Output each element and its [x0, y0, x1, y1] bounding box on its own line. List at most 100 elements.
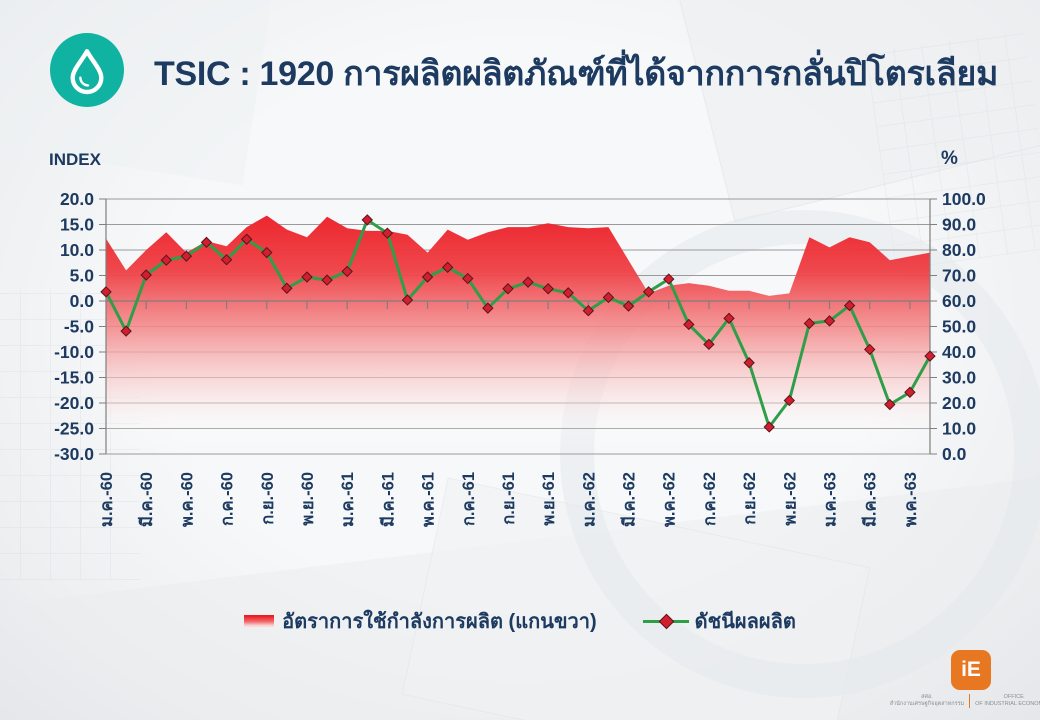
data-point-diamond [482, 302, 494, 314]
data-point-diamond [120, 325, 132, 337]
x-axis-tick-label: มี.ค.-62 [620, 472, 639, 527]
x-axis-tick-label: พ.ค.-62 [661, 472, 679, 527]
data-point-diamond [462, 272, 474, 285]
data-point-diamond [904, 386, 916, 398]
data-point-diamond [823, 315, 836, 327]
x-axis-tick-label: มี.ค.-60 [137, 472, 156, 527]
data-point-diamond [220, 253, 233, 266]
x-axis-tick-label: ม.ค.-60 [98, 472, 116, 527]
data-point-diamond [140, 269, 152, 281]
left-axis-tick-label: -5.0 [64, 317, 94, 337]
data-point-diamond [441, 261, 454, 274]
data-point-diamond [743, 357, 755, 369]
right-axis-tick-label: 0.0 [942, 444, 967, 464]
x-axis-tick-label: ก.ค.-62 [701, 472, 719, 526]
left-axis-tick-label: -10.0 [54, 342, 94, 362]
data-point-diamond [642, 286, 655, 298]
data-point-diamond [502, 283, 514, 295]
x-axis-tick-label: มี.ค.-61 [378, 472, 397, 527]
right-axis-tick-label: 90.0 [942, 215, 976, 235]
x-axis-tick-label: ก.ย.-62 [741, 472, 759, 525]
x-axis-tick-label: พ.ค.-60 [178, 472, 196, 527]
x-axis-tick-label: ม.ค.-62 [580, 472, 598, 527]
data-point-diamond [763, 421, 775, 433]
water-drop-logo [50, 33, 124, 107]
data-point-diamond [803, 317, 816, 330]
data-point-diamond [863, 343, 876, 356]
x-axis-tick-label: ก.ย.-60 [259, 472, 277, 525]
capacity-utilization-area [106, 215, 930, 454]
right-axis-tick-label: 70.0 [942, 266, 976, 286]
data-point-diamond [240, 233, 253, 245]
x-axis-tick-label: ก.ค.-60 [219, 472, 237, 526]
x-axis-tick-label: พ.ย.-62 [781, 472, 799, 526]
x-axis-tick-label: พ.ค.-61 [420, 472, 438, 527]
chart-legend: อัตราการใช้กำลังการผลิต (แกนขวา) ดัชนีผล… [0, 605, 1040, 637]
data-point-diamond [261, 246, 273, 259]
x-axis-tick-label: พ.ย.-60 [299, 472, 317, 526]
right-axis-title: % [941, 148, 958, 169]
right-axis-tick-label: 50.0 [942, 317, 976, 337]
x-axis-tick-label: พ.ย.-61 [540, 472, 558, 526]
x-axis-tick-label: ก.ย.-61 [500, 472, 518, 525]
oie-caption-english: OFFICE OF INDUSTRIAL ECONOMICS [975, 694, 1040, 707]
right-axis-tick-label: 10.0 [942, 419, 976, 439]
left-axis-tick-label: -25.0 [54, 419, 94, 439]
data-point-diamond [421, 271, 434, 283]
left-axis-tick-label: 0.0 [70, 291, 95, 311]
page-title: TSIC : 1920 การผลิตผลิตภัณฑ์ที่ได้จากการ… [154, 55, 999, 93]
header: TSIC : 1920 การผลิตผลิตภัณฑ์ที่ได้จากการ… [50, 33, 998, 107]
x-axis-tick-label: ก.ค.-61 [460, 472, 478, 526]
right-axis-tick-label: 40.0 [942, 342, 976, 362]
left-axis-tick-label: 20.0 [60, 189, 94, 209]
left-axis-title: INDEX [49, 150, 101, 169]
data-point-diamond [381, 227, 394, 239]
left-axis-tick-label: 10.0 [60, 240, 94, 260]
oie-logo-mark: iE [951, 650, 991, 690]
data-point-diamond [783, 394, 796, 407]
data-point-diamond [301, 271, 313, 283]
data-point-diamond [160, 254, 173, 266]
x-axis-tick-label: มี.ค.-63 [861, 472, 880, 527]
left-axis-tick-label: 15.0 [60, 215, 94, 235]
legend-item-index: ดัชนีผลผลิต [642, 605, 796, 637]
left-axis-tick-label: -15.0 [54, 368, 94, 388]
data-point-diamond [321, 274, 333, 286]
data-point-diamond [703, 338, 715, 351]
area-series-swatch [244, 615, 275, 627]
data-point-diamond [683, 318, 695, 331]
data-point-diamond [663, 273, 675, 285]
data-point-diamond [401, 294, 414, 306]
oie-caption-thai: สศอ. สำนักงานเศรษฐกิจอุตสาหกรรม [889, 694, 965, 707]
data-point-diamond [281, 282, 293, 294]
legend-label-index: ดัชนีผลผลิต [694, 611, 796, 633]
data-point-diamond [522, 276, 534, 288]
data-point-diamond [341, 265, 353, 278]
left-axis-tick-label: -20.0 [54, 393, 94, 413]
data-point-diamond [843, 299, 856, 312]
legend-label-capacity: อัตราการใช้กำลังการผลิต (แกนขวา) [282, 611, 597, 633]
data-point-diamond [100, 286, 112, 298]
x-axis-tick-label: พ.ค.-63 [902, 472, 920, 527]
data-point-diamond [602, 291, 615, 304]
right-axis-tick-label: 100.0 [942, 189, 986, 209]
right-axis-tick-label: 20.0 [942, 393, 976, 413]
data-point-diamond [924, 350, 936, 362]
right-axis-tick-label: 80.0 [942, 240, 976, 260]
red-diamond-glyph [658, 613, 674, 630]
data-point-diamond [542, 283, 554, 295]
oie-logo: iE สศอ. สำนักงานเศรษฐกิจอุตสาหกรรม OFFIC… [890, 650, 1040, 708]
data-point-diamond [180, 250, 193, 262]
legend-item-capacity: อัตราการใช้กำลังการผลิต (แกนขวา) [244, 605, 597, 637]
x-axis-tick-label: ม.ค.-61 [339, 472, 357, 527]
line-series-marker [642, 613, 689, 630]
left-axis-tick-label: -30.0 [54, 444, 94, 464]
left-axis-tick-label: 5.0 [70, 266, 95, 286]
x-axis-tick-label: ม.ค.-63 [822, 472, 840, 527]
data-point-diamond [200, 236, 213, 249]
oie-logo-captions: สศอ. สำนักงานเศรษฐกิจอุตสาหกรรม OFFICE O… [890, 694, 1040, 708]
production-index-line [104, 218, 932, 429]
data-point-diamond [884, 398, 896, 411]
data-point-diamond [622, 300, 635, 312]
